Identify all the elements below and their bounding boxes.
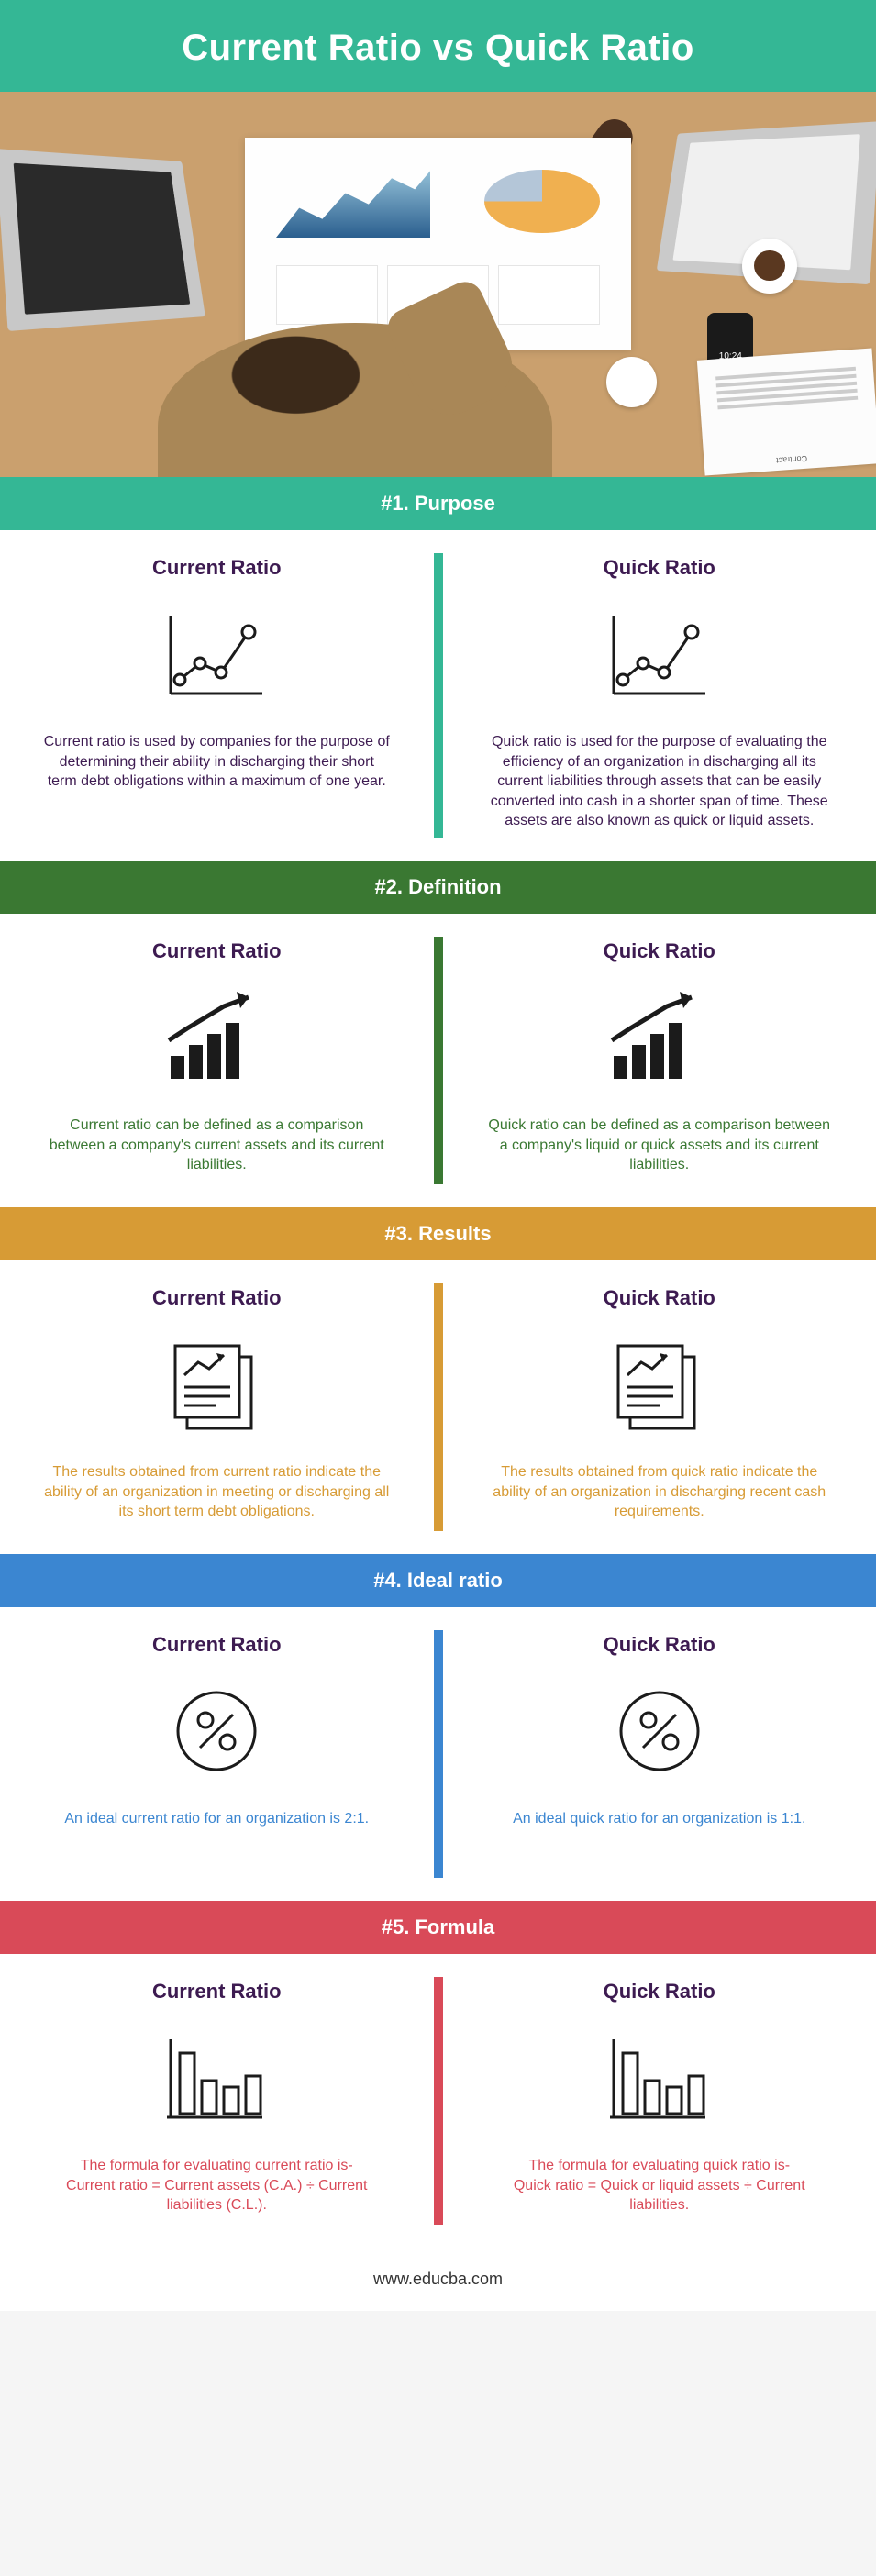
column-text: Current ratio is used by companies for t… xyxy=(32,732,402,792)
column-title: Current Ratio xyxy=(32,556,402,580)
growbar-icon xyxy=(32,985,402,1095)
comparison-column: Quick Ratio Quick ratio is used for the p… xyxy=(443,530,876,861)
hero-illustration xyxy=(0,92,876,477)
comparison-column: Current Ratio An ideal current ratio for … xyxy=(0,1607,434,1901)
column-text: Current ratio can be defined as a compar… xyxy=(32,1116,402,1175)
percent-icon xyxy=(32,1679,402,1789)
column-title: Quick Ratio xyxy=(475,1633,845,1657)
column-text: An ideal current ratio for an organizati… xyxy=(32,1809,402,1829)
column-divider xyxy=(434,1630,443,1878)
column-title: Current Ratio xyxy=(32,939,402,963)
percent-icon xyxy=(475,1679,845,1789)
linechart-icon xyxy=(475,602,845,712)
column-title: Current Ratio xyxy=(32,1633,402,1657)
column-divider xyxy=(434,1977,443,2225)
column-text: The results obtained from quick ratio in… xyxy=(475,1462,845,1522)
column-text: The formula for evaluating quick ratio i… xyxy=(475,2156,845,2215)
column-divider xyxy=(434,553,443,838)
comparison-column: Current Ratio The results obtained from c… xyxy=(0,1260,434,1554)
section-header: #3. Results xyxy=(0,1207,876,1260)
bars-icon xyxy=(475,2026,845,2136)
column-text: The formula for evaluating current ratio… xyxy=(32,2156,402,2215)
section-header: #5. Formula xyxy=(0,1901,876,1954)
docs-icon xyxy=(32,1332,402,1442)
growbar-icon xyxy=(475,985,845,1095)
footer-text: www.educba.com xyxy=(0,2248,876,2311)
column-text: Quick ratio can be defined as a comparis… xyxy=(475,1116,845,1175)
column-divider xyxy=(434,1283,443,1531)
comparison-column: Current Ratio Current ratio is used by co… xyxy=(0,530,434,861)
section-header: #4. Ideal ratio xyxy=(0,1554,876,1607)
section-header: #2. Definition xyxy=(0,861,876,914)
comparison-row: Current Ratio The formula for evaluating … xyxy=(0,1954,876,2248)
comparison-row: Current Ratio Current ratio is used by co… xyxy=(0,530,876,861)
docs-icon xyxy=(475,1332,845,1442)
linechart-icon xyxy=(32,602,402,712)
column-title: Quick Ratio xyxy=(475,939,845,963)
column-title: Quick Ratio xyxy=(475,556,845,580)
comparison-column: Current Ratio The formula for evaluating … xyxy=(0,1954,434,2248)
comparison-column: Quick Ratio An ideal quick ratio for an o… xyxy=(443,1607,876,1901)
column-title: Current Ratio xyxy=(32,1286,402,1310)
column-divider xyxy=(434,937,443,1184)
comparison-column: Quick Ratio The formula for evaluating qu… xyxy=(443,1954,876,2248)
section-header: #1. Purpose xyxy=(0,477,876,530)
column-text: Quick ratio is used for the purpose of e… xyxy=(475,732,845,831)
column-text: The results obtained from current ratio … xyxy=(32,1462,402,1522)
comparison-column: Quick Ratio Quick ratio can be defined as… xyxy=(443,914,876,1207)
comparison-column: Quick Ratio The results obtained from qui… xyxy=(443,1260,876,1554)
sections-container: #1. Purpose Current Ratio Current ratio is… xyxy=(0,477,876,2248)
comparison-row: Current Ratio An ideal current ratio for … xyxy=(0,1607,876,1901)
column-title: Quick Ratio xyxy=(475,1980,845,2004)
comparison-column: Current Ratio Current ratio can be define… xyxy=(0,914,434,1207)
page-title: Current Ratio vs Quick Ratio xyxy=(0,0,876,92)
comparison-row: Current Ratio The results obtained from c… xyxy=(0,1260,876,1554)
bars-icon xyxy=(32,2026,402,2136)
column-title: Current Ratio xyxy=(32,1980,402,2004)
column-text: An ideal quick ratio for an organization… xyxy=(475,1809,845,1829)
comparison-row: Current Ratio Current ratio can be define… xyxy=(0,914,876,1207)
column-title: Quick Ratio xyxy=(475,1286,845,1310)
infographic-root: Current Ratio vs Quick Ratio #1. Purpose… xyxy=(0,0,876,2311)
